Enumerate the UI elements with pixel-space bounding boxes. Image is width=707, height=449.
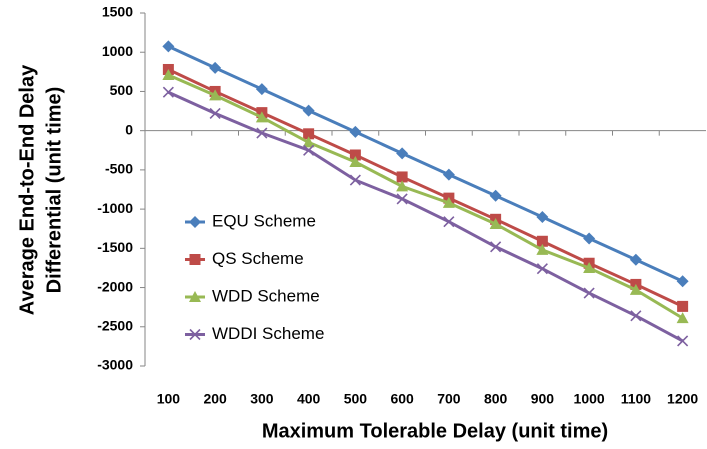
data-point (302, 104, 315, 117)
x-tick-label: 1200 (667, 391, 698, 407)
data-point (349, 125, 362, 138)
x-tick-label: 800 (484, 391, 508, 407)
data-point (536, 243, 549, 255)
data-point (676, 312, 689, 324)
data-point (677, 335, 689, 347)
x-axis-title: Maximum Tolerable Delay (unit time) (262, 420, 608, 442)
data-point (162, 86, 174, 98)
y-tick-label: -2000 (97, 278, 133, 294)
x-tick-label: 1100 (621, 391, 652, 407)
data-point (536, 235, 548, 247)
series-line (167, 90, 684, 343)
data-point (629, 253, 642, 266)
data-point (583, 287, 595, 299)
data-point (255, 111, 268, 123)
series-line (167, 73, 684, 320)
x-tick-label: 1000 (574, 391, 605, 407)
data-point (442, 196, 455, 208)
data-point (209, 107, 221, 119)
legend-marker (189, 291, 201, 302)
data-point (583, 232, 596, 245)
data-point (303, 128, 315, 140)
x-tick-label: 100 (157, 391, 181, 407)
y-tick-label: -1500 (97, 239, 133, 255)
data-point (536, 210, 549, 223)
data-point (303, 144, 315, 156)
data-point (489, 189, 502, 202)
data-point (256, 127, 268, 139)
x-tick-label: 900 (531, 391, 555, 407)
y-tick-label: -500 (105, 161, 133, 177)
data-point (677, 300, 689, 312)
data-point (162, 40, 175, 53)
legend-marker (189, 216, 201, 228)
data-point (443, 216, 455, 228)
data-point (676, 275, 689, 288)
data-point (630, 310, 642, 322)
data-point (396, 180, 409, 192)
data-point (302, 136, 315, 148)
data-point (442, 168, 455, 181)
data-point (489, 218, 502, 230)
data-point (536, 263, 548, 275)
y-tick-label: 1000 (102, 43, 133, 59)
data-point (349, 156, 362, 168)
y-axis-title: Average End-to-End Delay (16, 64, 38, 315)
x-tick-label: 600 (390, 391, 414, 407)
data-point (162, 68, 175, 80)
y-axis-title: Differential (unit time) (43, 87, 65, 294)
data-point (349, 149, 361, 161)
x-tick-label: 400 (297, 391, 321, 407)
legend-label: WDDI Scheme (212, 324, 324, 343)
data-point (209, 61, 222, 74)
x-tick-label: 500 (344, 391, 368, 407)
series-line (167, 68, 684, 308)
y-tick-label: -2500 (97, 317, 133, 333)
data-point (490, 241, 502, 253)
legend-marker (189, 254, 201, 265)
data-point (583, 261, 596, 273)
legend-label: QS Scheme (212, 249, 304, 268)
legend-label: EQU Scheme (212, 211, 316, 230)
legend-marker (189, 328, 201, 341)
series-line (167, 44, 684, 283)
y-tick-label: 500 (110, 82, 134, 98)
x-tick-label: 300 (250, 391, 274, 407)
y-tick-label: 0 (125, 121, 133, 137)
legend-label: WDD Scheme (212, 286, 320, 305)
data-point (349, 174, 361, 186)
y-tick-label: 1500 (102, 4, 133, 20)
y-tick-label: -1000 (97, 200, 133, 216)
data-point (209, 89, 222, 101)
data-point (396, 171, 408, 183)
data-point (629, 283, 642, 295)
x-tick-label: 200 (203, 391, 227, 407)
data-point (396, 147, 409, 160)
y-tick-label: -3000 (97, 357, 133, 373)
x-tick-label: 700 (437, 391, 461, 407)
data-point (396, 193, 408, 205)
data-point (255, 83, 268, 96)
